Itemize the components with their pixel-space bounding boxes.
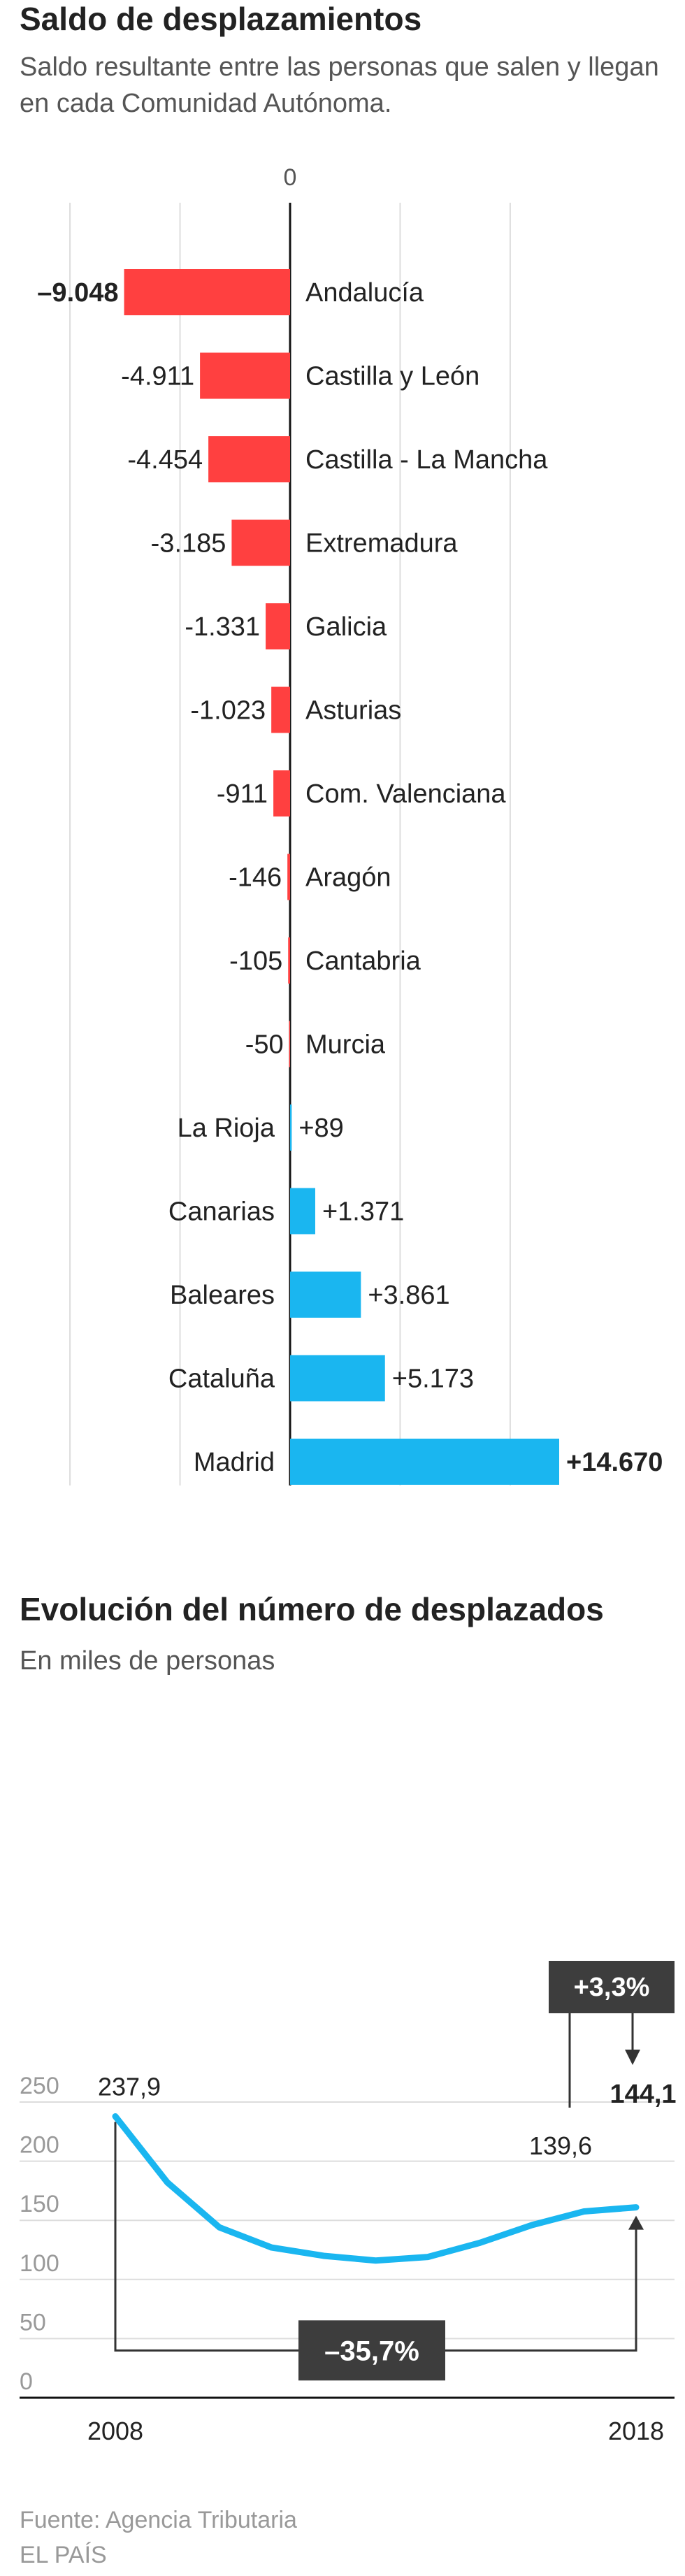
bar-chart: 0 Andalucía –9.048 Castilla y León -4.911 Cas…	[37, 164, 663, 1485]
value-label: +89	[298, 1114, 343, 1143]
bar	[290, 1104, 292, 1151]
recent-change-label: +3,3%	[574, 1973, 650, 2002]
value-label: +3.861	[368, 1281, 449, 1310]
arrowhead-up	[628, 2215, 644, 2230]
value-label: +1.371	[322, 1197, 404, 1227]
value-label: -1.331	[185, 612, 260, 642]
line-chart-title: Evolución del número de desplazados	[20, 1591, 604, 1627]
x-tick-label: 2018	[608, 2417, 664, 2445]
value-label: -911	[217, 779, 268, 809]
category-label: Com. Valenciana	[305, 779, 506, 809]
category-label: Murcia	[305, 1030, 386, 1060]
category-label: Asturias	[305, 696, 401, 726]
value-label: +14.670	[566, 1448, 663, 1477]
bar	[289, 1021, 290, 1067]
value-label: -3.185	[151, 529, 226, 559]
value-label: -146	[229, 863, 282, 893]
category-label: Extremadura	[305, 529, 458, 559]
arrowhead-down	[625, 2050, 640, 2065]
end-value-label: 144,1	[610, 2080, 676, 2109]
y-tick-label: 250	[20, 2073, 59, 2099]
total-change-label: –35,7%	[324, 2336, 419, 2366]
category-label: Cantabria	[305, 947, 421, 976]
y-tick-label: 100	[20, 2250, 59, 2277]
bar	[266, 603, 290, 649]
category-label: Andalucía	[305, 278, 424, 308]
series-line	[112, 2113, 640, 2264]
category-label: Canarias	[168, 1197, 275, 1227]
category-label: Aragón	[305, 863, 391, 893]
recent-change-box	[549, 1961, 675, 2013]
value-label: -105	[229, 947, 282, 976]
bar	[231, 519, 290, 566]
value-label: -4.454	[127, 445, 203, 475]
y-tick-label: 150	[20, 2191, 59, 2217]
bar	[273, 770, 290, 816]
total-change-box	[298, 2320, 445, 2381]
bar	[287, 854, 290, 900]
bar	[288, 937, 290, 984]
value-label: -50	[245, 1030, 284, 1060]
publisher-name: EL PAÍS	[20, 2542, 107, 2568]
category-label: Cataluña	[168, 1365, 275, 1394]
line-chart-subtitle: En miles de personas	[20, 1646, 275, 1676]
value-label: –9.048	[37, 278, 118, 308]
bar	[271, 686, 290, 733]
prev-value-label: 139,6	[529, 2131, 592, 2160]
value-label: -4.911	[121, 362, 194, 391]
bar	[290, 1272, 361, 1318]
bar-chart-subtitle: Saldo resultante entre las personas que …	[20, 52, 659, 118]
start-value-label: 237,9	[98, 2072, 161, 2101]
line-chart: 0 50 100 150 200 250 2008 2018 –35,7% 237,9 +3,3% 1…	[20, 1961, 677, 2445]
category-label: Baleares	[170, 1281, 275, 1310]
value-label: -1.023	[190, 696, 266, 726]
source-note: Fuente: Agencia Tributaria	[20, 2507, 297, 2533]
bar-chart-title: Saldo de desplazamientos	[20, 1, 422, 37]
zero-tick-label: 0	[284, 164, 297, 191]
bar	[124, 269, 290, 315]
category-label: Castilla y León	[305, 362, 480, 391]
category-label: Madrid	[194, 1448, 275, 1477]
bar	[290, 1439, 559, 1485]
category-label: Castilla - La Mancha	[305, 445, 548, 475]
y-tick-label: 200	[20, 2132, 59, 2159]
bar	[290, 1188, 315, 1235]
bar	[200, 352, 290, 399]
y-tick-label: 0	[20, 2368, 33, 2395]
bar	[290, 1355, 385, 1402]
bar	[208, 436, 290, 482]
y-tick-label: 50	[20, 2309, 46, 2336]
value-label: +5.173	[392, 1365, 474, 1394]
category-label: Galicia	[305, 612, 387, 642]
x-tick-label: 2008	[87, 2417, 143, 2445]
category-label: La Rioja	[178, 1114, 275, 1143]
